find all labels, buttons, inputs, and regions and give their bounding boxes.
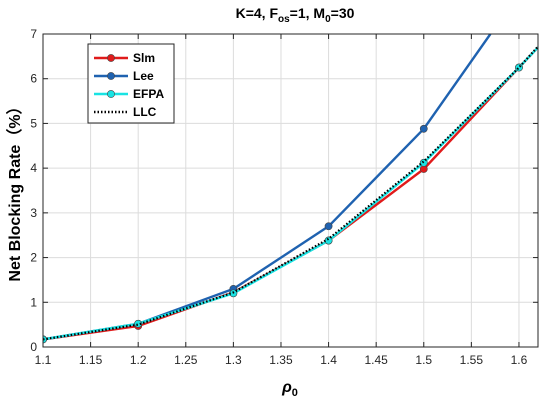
y-tick-label: 6 xyxy=(30,72,37,86)
y-tick-label: 4 xyxy=(30,161,37,175)
x-tick-label: 1.25 xyxy=(174,353,198,367)
y-tick-label: 1 xyxy=(30,295,37,309)
x-tick-label: 1.15 xyxy=(79,353,103,367)
y-tick-label: 5 xyxy=(30,116,37,130)
legend-marker-lee xyxy=(107,72,115,80)
legend-box xyxy=(87,43,175,124)
y-axis-label: Net Blocking Rate（%） xyxy=(6,98,24,281)
x-tick-label: 1.35 xyxy=(269,353,293,367)
legend-label-efpa: EFPA xyxy=(133,87,164,101)
legend-marker-efpa xyxy=(107,90,115,98)
x-tick-label: 1.55 xyxy=(460,353,484,367)
x-tick-label: 1.2 xyxy=(130,353,147,367)
x-tick-label: 1.3 xyxy=(225,353,242,367)
plot-frame xyxy=(42,33,539,348)
x-tick-label: 1.45 xyxy=(364,353,388,367)
data-point-lee xyxy=(419,124,428,133)
legend-label-lee: Lee xyxy=(133,69,154,83)
x-tick-label: 1.1 xyxy=(35,353,52,367)
series-layer xyxy=(43,34,538,344)
x-tick-label: 1.5 xyxy=(415,353,432,367)
x-axis-label: ρ0 xyxy=(281,379,298,399)
y-tick-label: 7 xyxy=(30,27,37,41)
x-tick-label: 1.4 xyxy=(320,353,337,367)
data-point-efpa xyxy=(134,319,143,328)
legend-label-slm: Slm xyxy=(133,51,155,65)
data-point-lee xyxy=(324,222,333,231)
y-tick-label: 3 xyxy=(30,206,37,220)
x-tick-label: 1.6 xyxy=(511,353,528,367)
legend-marker-slm xyxy=(107,54,115,62)
y-tick-label: 0 xyxy=(30,340,37,354)
data-point-efpa xyxy=(515,63,523,72)
legend-label-llc: LLC xyxy=(133,105,157,119)
legend: Slm Lee EFPA LLC xyxy=(87,43,175,124)
y-tick-label: 2 xyxy=(30,251,37,265)
chart-title: K=4, Fos=1, M0=30 xyxy=(236,5,355,25)
ticks: 1.1 1.15 1.2 1.25 1.3 1.35 1.4 1.45 1.5 1.55 1.6 0 1… xyxy=(30,27,538,367)
